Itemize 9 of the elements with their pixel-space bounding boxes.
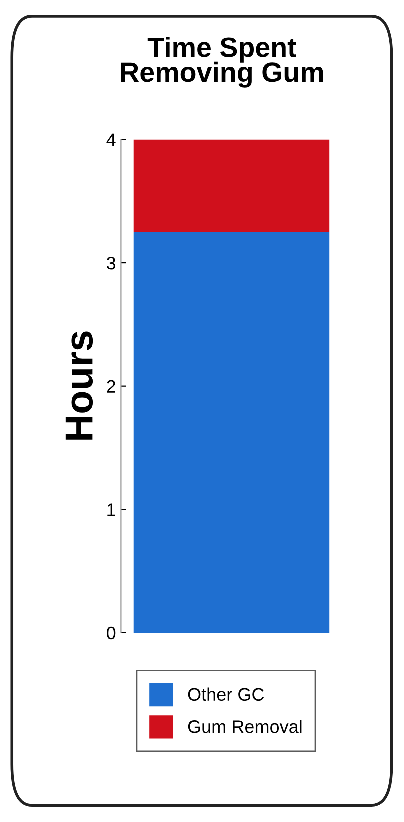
y-axis-title: Hours xyxy=(66,332,94,440)
y-tick-label: 2 xyxy=(107,380,116,393)
y-tick-label: 4 xyxy=(106,134,116,146)
legend-label: Gum Removal xyxy=(188,720,302,734)
y-tick-label: 1 xyxy=(108,504,116,516)
y-tick-label: 3 xyxy=(106,256,116,270)
legend-label: Other GC xyxy=(188,688,264,702)
chart-title: Time Spent Removing Gum xyxy=(121,36,324,88)
y-tick-label: 0 xyxy=(107,626,116,640)
